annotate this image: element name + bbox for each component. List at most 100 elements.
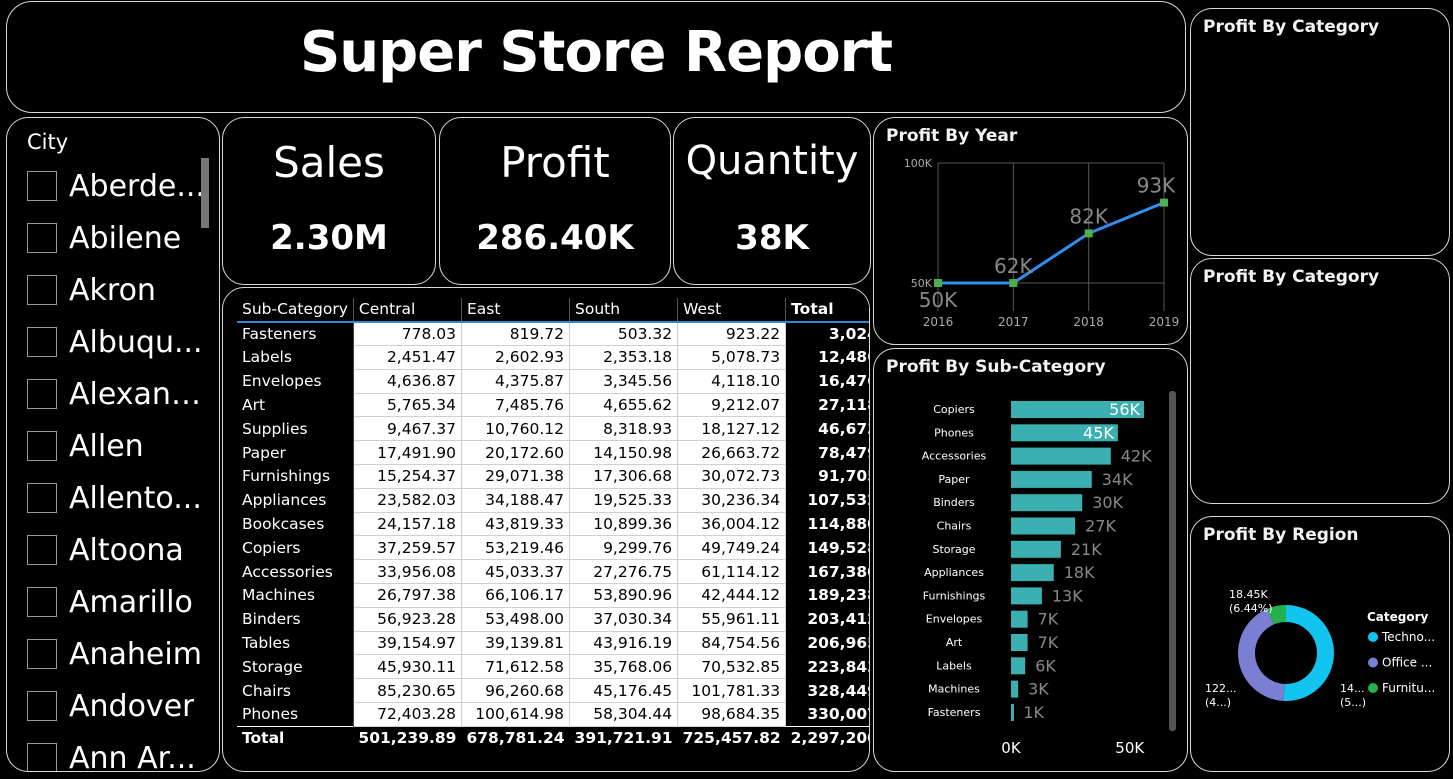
- bar[interactable]: [1011, 634, 1028, 651]
- matrix-header-total[interactable]: Total: [785, 298, 869, 323]
- bar[interactable]: [1011, 517, 1076, 535]
- profit-by-region-donut: Profit By Region 14... (5...) 122... (4...)…: [1190, 516, 1450, 772]
- city-checkbox[interactable]: [27, 327, 57, 357]
- data-point[interactable]: [1160, 198, 1168, 207]
- matrix-cell: 85,230.65: [352, 678, 462, 704]
- bar[interactable]: [1011, 424, 1118, 442]
- city-item-label: Anaheim: [69, 636, 202, 672]
- city-checkbox[interactable]: [27, 431, 57, 461]
- profit-by-subcategory-title: Profit By Sub-Category: [886, 357, 1106, 377]
- matrix-header[interactable]: South: [569, 298, 679, 323]
- matrix-cell: 17,491.90: [352, 440, 462, 466]
- matrix-row-label: Tables: [237, 631, 354, 655]
- bar[interactable]: [1011, 401, 1144, 418]
- data-label: 122... (4...): [1205, 682, 1237, 709]
- city-item[interactable]: Allento...: [27, 478, 213, 518]
- matrix-header[interactable]: Central: [353, 298, 462, 323]
- x-tick-label: 2017: [998, 315, 1029, 329]
- city-checkbox[interactable]: [27, 691, 57, 721]
- bar[interactable]: [1011, 447, 1111, 465]
- matrix-cell: 56,923.28: [352, 606, 462, 632]
- city-item[interactable]: Albuqu...: [27, 322, 213, 362]
- category-label: Machines: [928, 683, 980, 696]
- bar[interactable]: [1011, 703, 1014, 721]
- city-item[interactable]: Aberde...: [27, 166, 213, 206]
- bar[interactable]: [1011, 564, 1054, 582]
- data-label: 50K: [919, 288, 958, 312]
- profit-by-year-chart: Profit By Year 2016 2017 2018 2019 100K 50K 50…: [873, 117, 1188, 345]
- matrix-cell: 114,880.00: [785, 512, 869, 536]
- city-item[interactable]: Andover: [27, 686, 213, 726]
- category-label: Envelopes: [926, 613, 983, 626]
- legend-swatch: [1368, 683, 1378, 693]
- city-checkbox[interactable]: [27, 483, 57, 513]
- data-label: 56K: [1109, 400, 1140, 419]
- category-donut-svg: [1191, 9, 1450, 256]
- matrix-row-label: Machines: [237, 583, 354, 608]
- matrix-cell: 9,299.76: [569, 535, 679, 561]
- city-item-label: Akron: [69, 272, 156, 308]
- matrix-cell: 4,655.62: [569, 392, 679, 418]
- data-point[interactable]: [934, 279, 942, 287]
- matrix-header[interactable]: East: [461, 298, 571, 323]
- matrix-cell: 58,304.44: [569, 702, 679, 727]
- table-row: Paper 17,491.90 20,172.60 14,150.98 26,663.7…: [237, 440, 869, 466]
- donut-slice[interactable]: [1267, 605, 1286, 625]
- city-checkbox[interactable]: [27, 639, 57, 669]
- category-label: Fasteners: [928, 706, 981, 719]
- matrix-cell: 2,451.47: [352, 345, 462, 370]
- matrix-row-label: Paper: [237, 440, 354, 465]
- table-row: Envelopes 4,636.87 4,375.87 3,345.56 4,118.1…: [237, 368, 869, 394]
- city-slicer-scrollbar[interactable]: [201, 158, 209, 228]
- city-item[interactable]: Akron: [27, 270, 213, 310]
- category-label: Accessories: [922, 450, 987, 463]
- bar[interactable]: [1011, 470, 1092, 488]
- matrix-row-label: Copiers: [237, 535, 354, 560]
- matrix-header[interactable]: Sub-Category: [237, 298, 354, 323]
- matrix-cell: 34,188.47: [460, 487, 571, 513]
- bar[interactable]: [1011, 494, 1083, 512]
- city-item-label: Abilene: [69, 220, 182, 256]
- x-tick-label: 50K: [1115, 739, 1145, 757]
- city-item[interactable]: Altoona: [27, 530, 213, 570]
- bar[interactable]: [1011, 540, 1061, 558]
- city-item[interactable]: Amarillo: [27, 582, 213, 622]
- city-checkbox[interactable]: [27, 171, 57, 201]
- bar[interactable]: [1011, 680, 1019, 698]
- bar[interactable]: [1011, 587, 1042, 605]
- x-tick-label: 0K: [1001, 739, 1022, 757]
- matrix-cell: 71,612.58: [460, 654, 571, 680]
- donut-slice[interactable]: [1238, 608, 1285, 701]
- city-checkbox[interactable]: [27, 535, 57, 565]
- matrix-cell: 61,114.12: [677, 559, 787, 585]
- city-item[interactable]: Abilene: [27, 218, 213, 258]
- city-item[interactable]: Anaheim: [27, 634, 213, 674]
- city-checkbox[interactable]: [27, 743, 57, 771]
- matrix-cell: 203,412.73: [785, 607, 869, 632]
- chart-scrollbar[interactable]: [1169, 391, 1176, 731]
- subcategory-region-matrix: Sub-Category Central East South West Total Fa…: [222, 287, 870, 772]
- city-slicer-header: City: [27, 130, 69, 154]
- city-checkbox[interactable]: [27, 587, 57, 617]
- matrix-cell: 37,030.34: [569, 606, 679, 632]
- city-item[interactable]: Ann Ar...: [27, 738, 213, 771]
- matrix-cell: 7,485.76: [460, 392, 571, 418]
- city-checkbox[interactable]: [27, 275, 57, 305]
- table-row: Machines 26,797.38 66,106.17 53,890.96 42,44…: [237, 583, 869, 608]
- matrix-cell: 189,238.63: [785, 583, 869, 608]
- donut-slice[interactable]: [1283, 605, 1334, 701]
- data-point[interactable]: [1084, 229, 1093, 238]
- matrix-cell: 2,353.18: [569, 345, 679, 370]
- matrix-cell: 24,157.18: [352, 511, 462, 537]
- matrix-cell: 27,118.79: [785, 393, 869, 417]
- matrix-cell: 33,956.08: [352, 559, 462, 585]
- city-item[interactable]: Allen: [27, 426, 213, 466]
- matrix-cell: 391,721.91: [569, 725, 678, 751]
- city-checkbox[interactable]: [27, 379, 57, 409]
- data-point[interactable]: [1009, 279, 1018, 287]
- bar[interactable]: [1011, 657, 1026, 675]
- bar[interactable]: [1011, 610, 1028, 628]
- matrix-header[interactable]: West: [677, 298, 787, 323]
- city-checkbox[interactable]: [27, 223, 57, 253]
- city-item[interactable]: Alexand...: [27, 374, 213, 414]
